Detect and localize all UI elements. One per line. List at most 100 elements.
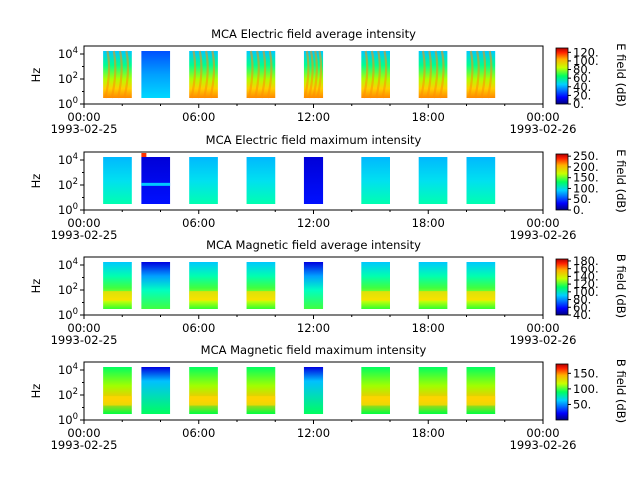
chart-panel-2: MCA Electric field maximum intensity Hz 10… — [29, 133, 628, 242]
spectrogram-streak — [260, 50, 267, 99]
colorbar-tick-label: 250. — [573, 149, 599, 163]
x-tick-label: 12:00 — [297, 426, 330, 440]
colorbar-tick-label: 60. — [573, 300, 591, 314]
y-tick-label: 100 — [58, 96, 78, 111]
colorbar-tick-label: 160. — [573, 262, 599, 276]
x-tick-label: 00:00 — [67, 321, 100, 335]
colorbar — [555, 47, 569, 105]
colorbar-tick-label: 100. — [573, 54, 599, 68]
y-tick-label: 100 — [58, 307, 78, 322]
x-tick-label: 18:00 — [412, 321, 445, 335]
spectrogram-block — [361, 157, 390, 204]
spectrogram-band — [189, 291, 218, 301]
spectrogram-band — [418, 396, 448, 406]
spectrogram-block — [141, 157, 171, 204]
y-axis-label: Hz — [29, 384, 43, 399]
chart-title: MCA Magnetic field maximum intensity — [201, 343, 427, 357]
spectrogram-streak — [247, 50, 254, 99]
spectrogram-block — [418, 367, 448, 414]
spectrogram-band — [361, 291, 390, 301]
colorbar-label: E field (dB) — [614, 149, 628, 213]
spectrogram-streak — [307, 50, 314, 99]
y-tick-label: 102 — [58, 387, 78, 402]
spectrogram-block — [103, 262, 132, 309]
spectrogram-block — [361, 262, 390, 309]
colorbar-tick-label: 100. — [573, 181, 599, 195]
date-start-label: 1993-02-25 — [51, 438, 118, 452]
spectrogram-block — [418, 262, 448, 309]
spectrogram-block — [418, 157, 448, 204]
spectrogram-block — [189, 262, 218, 309]
x-tick-label: 18:00 — [412, 110, 445, 124]
colorbar-label: B field (dB) — [614, 359, 628, 423]
spectrogram-streak — [110, 50, 117, 99]
y-axis-label: Hz — [29, 68, 43, 83]
colorbar-tick-label: 80. — [573, 63, 591, 77]
y-tick-label: 104 — [58, 257, 78, 272]
spectrogram-streak — [104, 50, 111, 99]
y-tick-label: 100 — [58, 202, 78, 217]
spectrogram-streak — [362, 50, 369, 99]
spectrogram-block — [189, 157, 218, 204]
spectrogram-block — [361, 367, 390, 414]
x-tick-label: 00:00 — [67, 110, 100, 124]
spectrogram-block — [466, 157, 496, 204]
spectrogram-block — [466, 262, 496, 309]
spectrogram-band — [466, 396, 496, 406]
spectrogram-streak — [419, 50, 426, 99]
date-start-label: 1993-02-25 — [51, 333, 118, 347]
spectrogram-streak — [474, 50, 480, 99]
colorbar-tick-label: 150. — [573, 171, 599, 185]
spectrogram-band — [141, 182, 171, 186]
spectrogram-block — [303, 157, 324, 204]
colorbar-tick-label: 200. — [573, 160, 599, 174]
x-tick-label: 06:00 — [182, 216, 215, 230]
x-tick-label: 06:00 — [182, 110, 215, 124]
x-tick-label: 00:00 — [526, 110, 559, 124]
x-tick-label: 12:00 — [297, 216, 330, 230]
spectrogram-streak — [467, 50, 474, 99]
colorbar-tick-label: 80. — [573, 293, 591, 307]
spectrogram-streak — [312, 50, 318, 99]
x-tick-label: 00:00 — [67, 216, 100, 230]
colorbar-label: B field (dB) — [614, 254, 628, 318]
spectrogram-streak — [254, 50, 260, 99]
spectrogram-streak — [368, 50, 375, 99]
spectrogram-band — [189, 396, 218, 406]
colorbar-tick-label: 120. — [573, 45, 599, 59]
colorbar-tick-label: 20. — [573, 88, 591, 102]
y-tick-label: 104 — [58, 362, 78, 377]
colorbar-tick-label: 50. — [573, 397, 591, 411]
spectrogram-block — [246, 262, 276, 309]
chart-title: MCA Magnetic field average intensity — [206, 238, 421, 252]
date-start-label: 1993-02-25 — [51, 122, 118, 136]
colorbar-tick-label: 40. — [573, 80, 591, 94]
spectrogram-streak — [381, 50, 388, 99]
x-tick-label: 12:00 — [297, 110, 330, 124]
spectrogram-streak — [426, 50, 432, 99]
date-end-label: 1993-02-26 — [510, 438, 577, 452]
spectrogram-streak — [203, 50, 209, 99]
spectrogram-streak — [303, 50, 310, 99]
spectrogram-streak — [209, 50, 216, 99]
spectrogram-streak — [432, 50, 439, 99]
colorbar-label: E field (dB) — [614, 43, 628, 107]
y-tick-label: 104 — [58, 46, 78, 61]
x-tick-label: 00:00 — [526, 321, 559, 335]
colorbar — [555, 153, 569, 211]
x-tick-label: 18:00 — [412, 216, 445, 230]
spectrogram-streak — [375, 50, 381, 99]
y-tick-label: 100 — [58, 412, 78, 427]
spectrogram-block — [141, 367, 171, 414]
chart-panel-1: MCA Electric field average intensity Hz 10… — [29, 27, 628, 136]
x-tick-label: 06:00 — [182, 321, 215, 335]
spectrogram-block — [141, 262, 171, 309]
date-end-label: 1993-02-26 — [510, 333, 577, 347]
colorbar-tick-label: 180. — [573, 254, 599, 268]
spectrogram-spike — [141, 153, 147, 157]
chart-title: MCA Electric field maximum intensity — [206, 133, 422, 147]
spectrogram-block — [141, 51, 171, 98]
x-tick-label: 06:00 — [182, 426, 215, 440]
spectrogram-band — [466, 291, 496, 301]
